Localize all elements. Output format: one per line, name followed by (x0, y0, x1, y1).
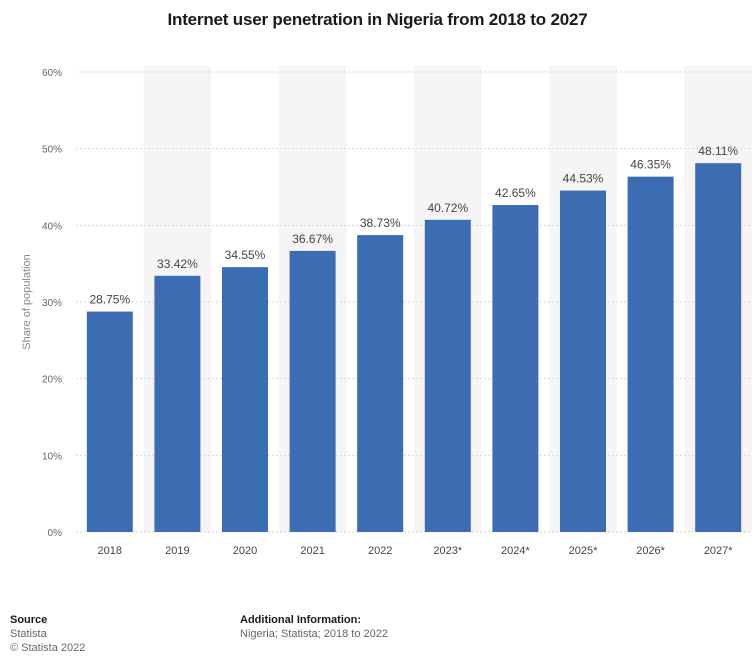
bar-value-label: 44.53% (563, 172, 604, 186)
bar (86, 311, 133, 532)
bar (492, 205, 539, 532)
y-tick-label: 40% (42, 221, 62, 232)
bar (560, 190, 606, 532)
bar-value-label: 36.67% (292, 232, 333, 246)
bar-value-label: 28.75% (89, 293, 130, 307)
bar-chart: 0% 10% 20% 30% 40% 50% 60% Share of population 2… (21, 66, 752, 557)
bar (289, 250, 336, 532)
source-block: Source Statista © Statista 2022 (10, 613, 85, 655)
x-tick-label: 2020 (233, 545, 257, 557)
x-tick-label: 2019 (165, 545, 189, 557)
bar (424, 219, 471, 532)
x-tick-label: 2025* (569, 545, 598, 557)
additional-info-heading: Additional Information: (240, 614, 361, 626)
y-axis-title: Share of population (21, 254, 33, 349)
y-tick-label: 30% (42, 298, 62, 309)
chart-title: Internet user penetration in Nigeria fro… (167, 10, 588, 29)
additional-info-block: Additional Information: Nigeria; Statist… (240, 613, 388, 641)
y-tick-label: 20% (42, 375, 62, 386)
bar-value-label: 34.55% (225, 248, 266, 262)
x-tick-label: 2026* (636, 545, 665, 557)
x-tick-label: 2023* (433, 545, 462, 557)
bar (695, 163, 742, 532)
bar-value-label: 33.42% (157, 257, 198, 271)
bar-value-label: 48.11% (698, 144, 738, 158)
source-line-2: © Statista 2022 (10, 642, 86, 654)
y-tick-label: 60% (42, 68, 62, 79)
bar-value-label: 42.65% (495, 186, 536, 200)
bar (154, 275, 201, 532)
y-tick-label: 0% (48, 528, 63, 539)
bar (357, 235, 404, 532)
x-tick-label: 2022 (368, 545, 392, 557)
x-tick-label: 2024* (501, 545, 530, 557)
bar-value-label: 38.73% (360, 216, 401, 230)
bar (627, 176, 674, 532)
bar-value-label: 46.35% (630, 158, 671, 172)
bar (222, 267, 268, 532)
y-tick-label: 50% (42, 145, 62, 156)
x-tick-label: 2027* (704, 545, 733, 557)
source-heading: Source (10, 614, 48, 626)
x-tick-label: 2021 (300, 545, 324, 557)
bar-value-label: 40.72% (427, 201, 468, 215)
source-line-1: Statista (10, 628, 47, 640)
y-tick-label: 10% (42, 451, 62, 462)
additional-info-text: Nigeria; Statista; 2018 to 2022 (240, 628, 388, 640)
x-tick-label: 2018 (98, 545, 122, 557)
